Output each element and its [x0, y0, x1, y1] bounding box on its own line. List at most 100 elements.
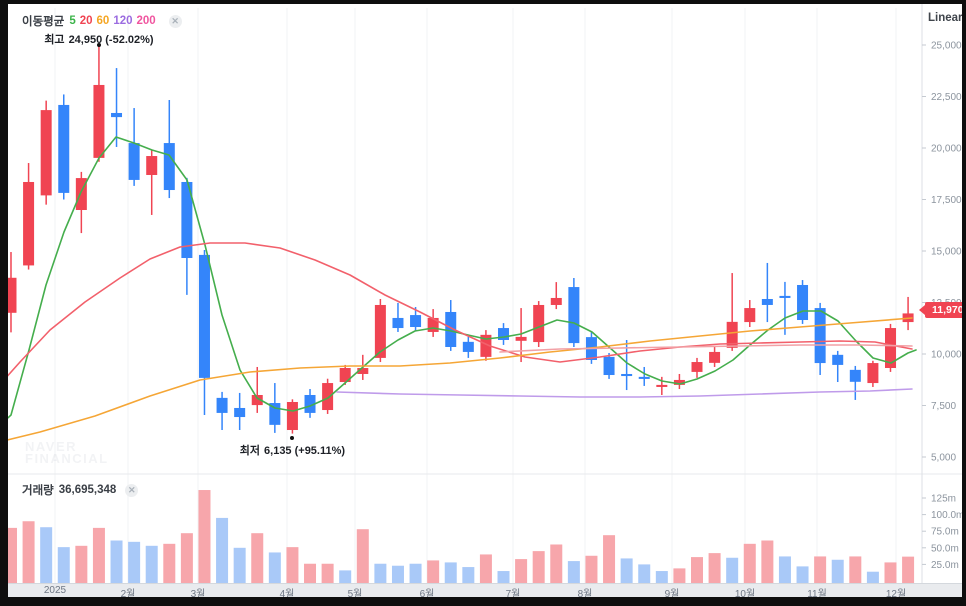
- volume-bar: [479, 554, 492, 583]
- candle-body: [867, 363, 879, 384]
- volume-bar: [145, 545, 158, 583]
- time-axis[interactable]: 2025 2월 3월 4월 5월 6월 7월 8월 9월 10월 11월 12월: [8, 583, 962, 600]
- candle-body: [603, 356, 615, 376]
- current-price-badge: 11,970: [919, 302, 966, 319]
- volume-bar: [743, 543, 756, 583]
- axis-tick-label: 22,500: [931, 92, 962, 103]
- candle-body: [673, 379, 685, 385]
- candle-body: [849, 369, 861, 382]
- ma-legend-close-icon[interactable]: ✕: [168, 14, 182, 28]
- candle-body: [251, 394, 263, 406]
- chart-plot: 25,00022,50020,00017,50015,00012,50010,0…: [8, 4, 962, 583]
- ma-line-20: [8, 242, 913, 377]
- volume-bar: [462, 567, 475, 583]
- month-label: 3월: [190, 589, 206, 600]
- volume-bar: [374, 563, 387, 583]
- volume-bar: [198, 490, 211, 583]
- candle-body: [181, 181, 193, 259]
- candle-body: [744, 308, 756, 323]
- month-label: 6월: [419, 589, 435, 600]
- volume-bar: [40, 527, 53, 583]
- watermark: NAVER FINANCIAL: [25, 439, 109, 466]
- candle-body: [761, 298, 773, 305]
- candle-body: [884, 328, 896, 369]
- volume-bar: [110, 540, 123, 583]
- ma-legend-item-120[interactable]: 120: [113, 15, 133, 27]
- ma-legend-item-200[interactable]: 200: [136, 15, 156, 27]
- volume-bar: [22, 521, 35, 583]
- candle-body: [93, 84, 105, 158]
- ma-legend-values: 5 20 60 120 200: [69, 15, 159, 27]
- volume-bar: [163, 543, 176, 583]
- volume-bar: [691, 557, 703, 583]
- candle-body: [709, 351, 721, 363]
- volume-bar: [286, 547, 299, 583]
- ma-line-200: [499, 344, 913, 353]
- ma-line-5: [8, 136, 917, 419]
- candle-body: [128, 143, 140, 180]
- candle-body: [550, 297, 562, 305]
- axis-tick-label: 20,000: [931, 144, 962, 155]
- candle-body: [339, 368, 351, 383]
- candle-body: [163, 143, 175, 191]
- volume-bar: [8, 527, 17, 583]
- volume-bar: [356, 529, 369, 583]
- frame-edge-left: [0, 0, 8, 606]
- volume-bar: [75, 545, 88, 583]
- volume-bar: [726, 557, 739, 583]
- volume-bar: [57, 547, 70, 583]
- volume-bar: [304, 563, 317, 583]
- ma-legend-item-20[interactable]: 20: [79, 15, 93, 27]
- candle-body: [832, 354, 844, 365]
- volume-bar: [814, 556, 827, 583]
- month-label: 7월: [505, 589, 521, 600]
- candle-body: [58, 104, 70, 193]
- scale-selector[interactable]: Linear ∨: [928, 12, 966, 24]
- candle-body: [480, 334, 492, 357]
- volume-bar: [321, 563, 334, 583]
- annotation-high: 최고 24,950 (-52.02%): [44, 34, 154, 47]
- volume-bar: [655, 571, 668, 583]
- volume-bar: [884, 562, 897, 583]
- candle-body: [533, 304, 545, 343]
- annotation-low: 최저 6,135 (+95.11%): [239, 444, 346, 457]
- ma-legend: 이동평균 5 20 60 120 200 ✕: [22, 13, 182, 29]
- ma-legend-title: 이동평균: [22, 16, 65, 28]
- axis-tick-label: 50.0m: [931, 543, 959, 554]
- candle-body: [234, 407, 246, 418]
- axis-tick-label: 17,500: [931, 195, 962, 206]
- candle-body: [392, 317, 404, 329]
- axis-tick-label: 25,000: [931, 41, 962, 52]
- candle-body: [23, 181, 35, 266]
- volume-bar: [339, 570, 352, 583]
- ma-legend-item-60[interactable]: 60: [96, 15, 110, 27]
- scale-selector-label: Linear: [928, 12, 963, 24]
- volume-legend-title: 거래량: [22, 485, 54, 497]
- candle-body: [216, 397, 228, 413]
- volume-bar: [585, 555, 598, 583]
- axis-tick-label: 25.0m: [931, 560, 959, 571]
- axis-tick-label: 100.0m: [931, 510, 962, 521]
- candle-body: [427, 317, 439, 332]
- volume-bar: [796, 566, 809, 583]
- ma-legend-item-5[interactable]: 5: [69, 15, 76, 27]
- month-label: 10월: [734, 589, 756, 600]
- volume-bar: [180, 533, 193, 583]
- volume-bar: [620, 558, 633, 583]
- axis-tick-label: 10,000: [931, 350, 962, 361]
- candle-body: [445, 311, 457, 347]
- candle-body: [40, 110, 52, 196]
- month-label: 5월: [347, 589, 363, 600]
- ma-line-120: [336, 388, 913, 398]
- candle-body: [691, 362, 703, 372]
- annotation-low-dot: [290, 435, 295, 440]
- frame-edge-top: [0, 0, 966, 4]
- volume-legend-close-icon[interactable]: ✕: [125, 483, 139, 497]
- candle-body: [779, 295, 791, 298]
- candle-body: [814, 308, 826, 364]
- axis-tick-label: 15,000: [931, 247, 962, 258]
- volume-bar: [128, 541, 141, 583]
- candle-body: [357, 368, 369, 374]
- month-label: 2025: [43, 585, 67, 596]
